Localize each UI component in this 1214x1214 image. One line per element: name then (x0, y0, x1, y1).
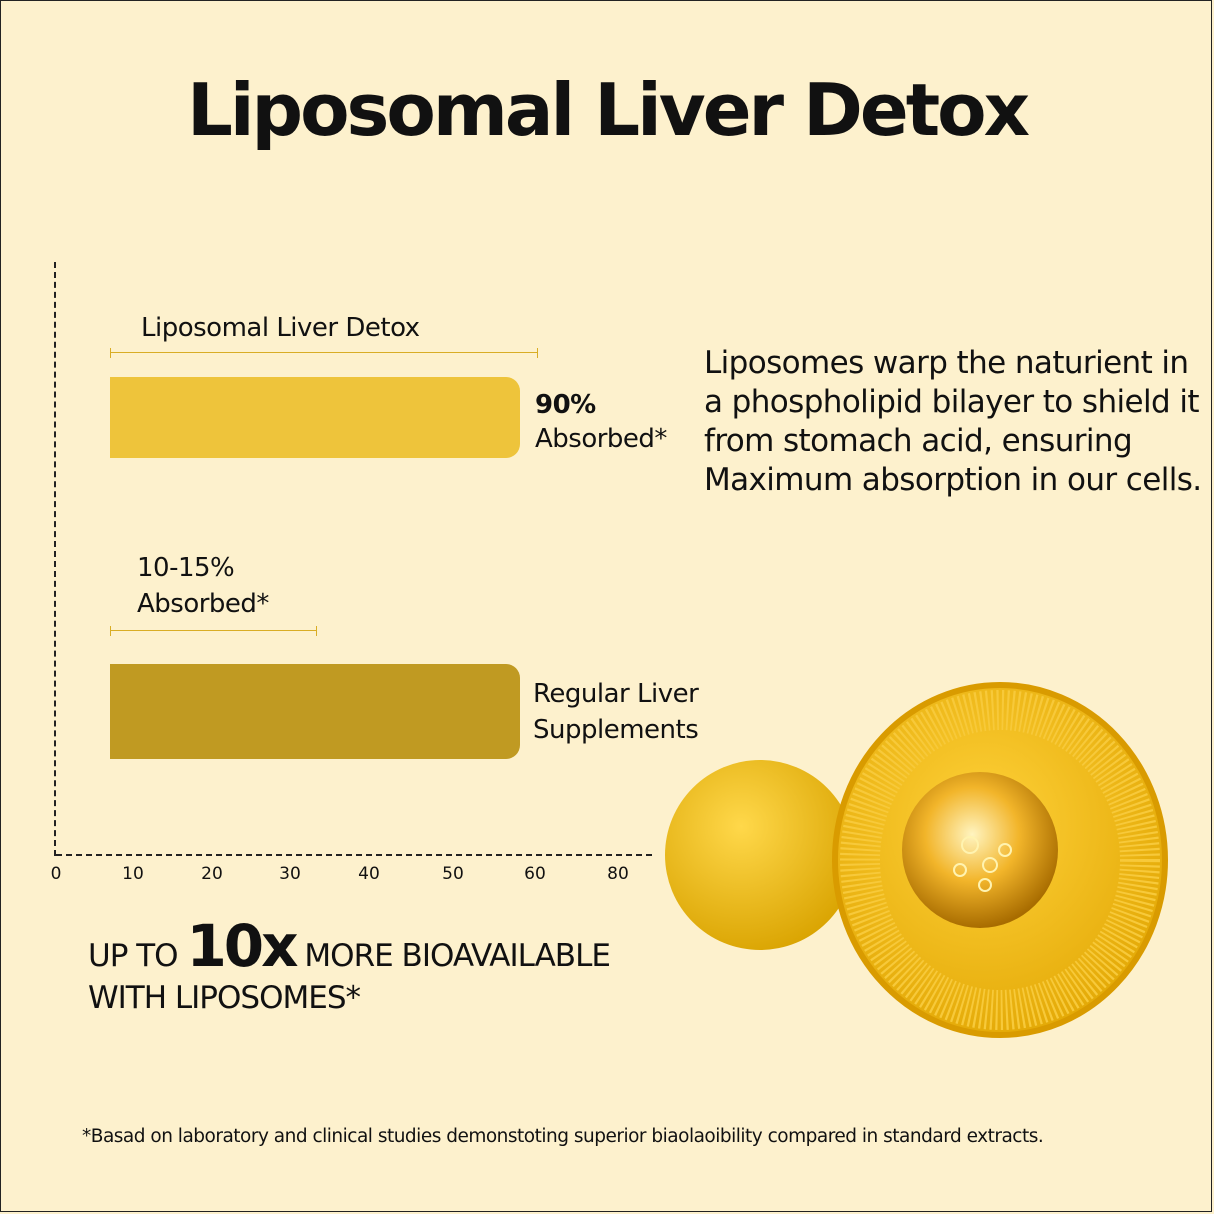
claim-prefix: UP TO (88, 938, 179, 974)
x-tick-label: 0 (50, 864, 62, 884)
liposome-illustration (665, 682, 1168, 1038)
bioavailability-claim: UP TO 10x MORE BIOAVAILABLE WITH LIPOSOM… (88, 917, 611, 1019)
value-label-regular: 10-15% Absorbed* (137, 550, 269, 622)
x-tick-label: 60 (524, 864, 546, 884)
nutrient-particles (953, 836, 1012, 892)
value-label-liposomal: 90% Absorbed* (535, 388, 667, 456)
range-bracket-regular (110, 626, 317, 636)
x-tick-label: 30 (279, 864, 301, 884)
range-bracket-liposomal (110, 348, 538, 358)
value-percent: 90% (535, 390, 596, 420)
value-percent: 10-15% (137, 553, 235, 583)
liposome-core (902, 772, 1058, 928)
description-text: Liposomes warp the naturient in a phosph… (704, 345, 1202, 498)
claim-highlight: 10x (186, 912, 298, 980)
small-sphere (665, 760, 855, 950)
claim-line2: WITH LIPOSOMES* (88, 980, 361, 1016)
bar-regular (110, 664, 520, 759)
x-tick-label: 80 (607, 864, 629, 884)
x-tick-label: 10 (122, 864, 144, 884)
page-title: Liposomal Liver Detox (186, 68, 1030, 152)
claim-suffix: MORE BIOAVAILABLE (304, 938, 611, 974)
value-text: Absorbed* (137, 589, 269, 619)
footnote: *Basad on laboratory and clinical studie… (82, 1126, 1044, 1147)
value-text: Absorbed* (535, 424, 667, 454)
x-tick-label: 50 (442, 864, 464, 884)
bilayer-strands (840, 690, 1160, 1030)
category-label-regular: Regular Liver Supplements (533, 679, 699, 745)
x-axis (56, 854, 652, 856)
x-tick-label: 20 (201, 864, 223, 884)
y-axis (54, 262, 56, 856)
category-label-liposomal: Liposomal Liver Detox (141, 313, 420, 343)
bar-liposomal (110, 377, 520, 458)
x-tick-label: 40 (358, 864, 380, 884)
